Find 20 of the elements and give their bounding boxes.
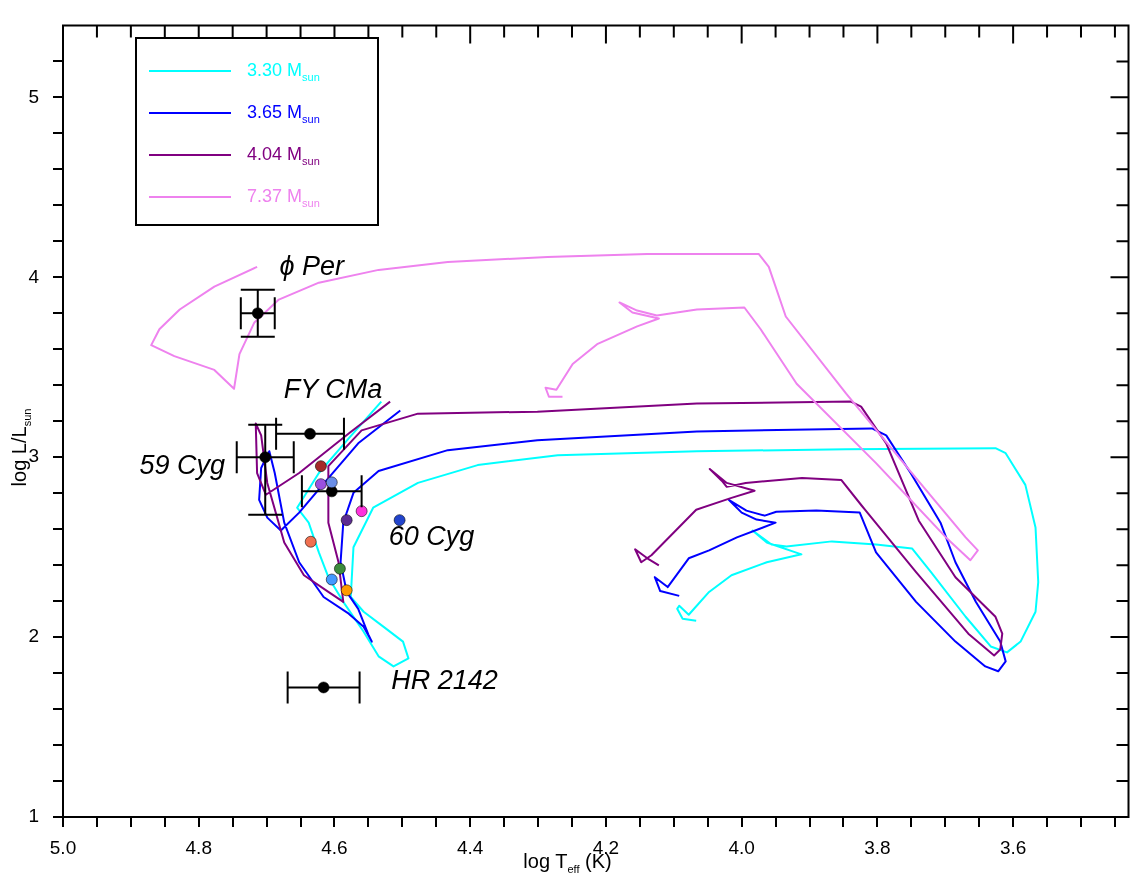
y-tick-label: 2 — [28, 625, 39, 647]
legend-label: 7.37 M$_{sun}$ — [247, 185, 320, 209]
legend-label: 3.65 M$_{sun}$ — [247, 101, 320, 125]
annotation: 60 Cyg — [388, 520, 475, 551]
x-tick-label: 5.0 — [49, 836, 77, 858]
x-tick-label: 3.6 — [999, 836, 1027, 858]
annotation: 59 Cyg — [139, 449, 226, 480]
x-tick-label: 4.4 — [456, 836, 484, 858]
x-tick-label: 4.8 — [185, 836, 212, 858]
x-tick-label: 4.0 — [728, 836, 755, 858]
annotation: FY CMa — [283, 374, 383, 405]
y-tick-label: 4 — [28, 265, 40, 287]
legend-label: 3.30 M$_{sun}$ — [247, 59, 320, 83]
y-tick-label: 1 — [28, 805, 39, 827]
legend-label: 4.04 M$_{sun}$ — [247, 143, 320, 167]
annotation: ϕ Per — [279, 250, 346, 281]
x-tick-label: 4.6 — [321, 836, 348, 858]
x-tick-label: 3.8 — [864, 836, 891, 858]
annotation: HR 2142 — [391, 664, 498, 695]
y-tick-label: 5 — [28, 85, 39, 107]
